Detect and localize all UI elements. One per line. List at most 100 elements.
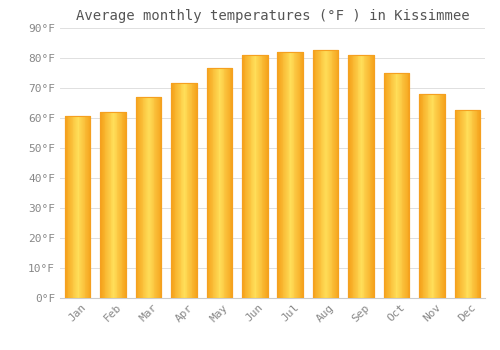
Bar: [185, 83, 186, 298]
Bar: [226, 69, 227, 298]
Bar: [278, 52, 279, 298]
Bar: [177, 83, 178, 298]
Bar: [102, 112, 103, 298]
Bar: [256, 55, 258, 298]
Bar: [183, 83, 184, 298]
Bar: [427, 94, 428, 298]
Bar: [317, 50, 318, 298]
Bar: [313, 50, 338, 298]
Bar: [460, 110, 462, 298]
Bar: [217, 69, 218, 298]
Bar: [119, 112, 120, 298]
Bar: [116, 112, 117, 298]
Bar: [384, 73, 409, 298]
Bar: [115, 112, 116, 298]
Bar: [138, 97, 139, 298]
Bar: [75, 116, 76, 298]
Bar: [242, 55, 268, 298]
Bar: [476, 110, 478, 298]
Bar: [463, 110, 464, 298]
Bar: [108, 112, 109, 298]
Bar: [441, 94, 442, 298]
Bar: [419, 94, 420, 298]
Bar: [443, 94, 444, 298]
Bar: [440, 94, 441, 298]
Bar: [351, 55, 352, 298]
Bar: [322, 50, 323, 298]
Bar: [136, 97, 162, 298]
Bar: [224, 69, 226, 298]
Bar: [220, 69, 221, 298]
Bar: [103, 112, 104, 298]
Bar: [243, 55, 244, 298]
Bar: [361, 55, 362, 298]
Bar: [404, 73, 405, 298]
Bar: [399, 73, 400, 298]
Bar: [139, 97, 140, 298]
Bar: [284, 52, 285, 298]
Bar: [264, 55, 265, 298]
Bar: [362, 55, 364, 298]
Title: Average monthly temperatures (°F ) in Kissimmee: Average monthly temperatures (°F ) in Ki…: [76, 9, 469, 23]
Bar: [320, 50, 322, 298]
Bar: [140, 97, 141, 298]
Bar: [158, 97, 160, 298]
Bar: [408, 73, 409, 298]
Bar: [313, 50, 314, 298]
Bar: [152, 97, 153, 298]
Bar: [364, 55, 366, 298]
Bar: [462, 110, 463, 298]
Bar: [122, 112, 124, 298]
Bar: [88, 116, 89, 298]
Bar: [173, 83, 174, 298]
Bar: [216, 69, 217, 298]
Bar: [244, 55, 246, 298]
Bar: [120, 112, 121, 298]
Bar: [189, 83, 190, 298]
Bar: [83, 116, 84, 298]
Bar: [316, 50, 317, 298]
Bar: [470, 110, 472, 298]
Bar: [172, 83, 173, 298]
Bar: [259, 55, 260, 298]
Bar: [76, 116, 77, 298]
Bar: [422, 94, 424, 298]
Bar: [329, 50, 330, 298]
Bar: [464, 110, 466, 298]
Bar: [466, 110, 468, 298]
Bar: [69, 116, 70, 298]
Bar: [265, 55, 266, 298]
Bar: [282, 52, 284, 298]
Bar: [335, 50, 336, 298]
Bar: [357, 55, 358, 298]
Bar: [186, 83, 188, 298]
Bar: [78, 116, 80, 298]
Bar: [89, 116, 90, 298]
Bar: [434, 94, 436, 298]
Bar: [457, 110, 458, 298]
Bar: [428, 94, 430, 298]
Bar: [360, 55, 361, 298]
Bar: [425, 94, 426, 298]
Bar: [355, 55, 356, 298]
Bar: [285, 52, 286, 298]
Bar: [328, 50, 329, 298]
Bar: [227, 69, 228, 298]
Bar: [66, 116, 68, 298]
Bar: [106, 112, 107, 298]
Bar: [318, 50, 319, 298]
Bar: [190, 83, 191, 298]
Bar: [286, 52, 287, 298]
Bar: [474, 110, 475, 298]
Bar: [300, 52, 302, 298]
Bar: [478, 110, 479, 298]
Bar: [248, 55, 249, 298]
Bar: [101, 112, 102, 298]
Bar: [426, 94, 427, 298]
Bar: [287, 52, 288, 298]
Bar: [406, 73, 408, 298]
Bar: [432, 94, 434, 298]
Bar: [454, 110, 456, 298]
Bar: [398, 73, 399, 298]
Bar: [208, 69, 209, 298]
